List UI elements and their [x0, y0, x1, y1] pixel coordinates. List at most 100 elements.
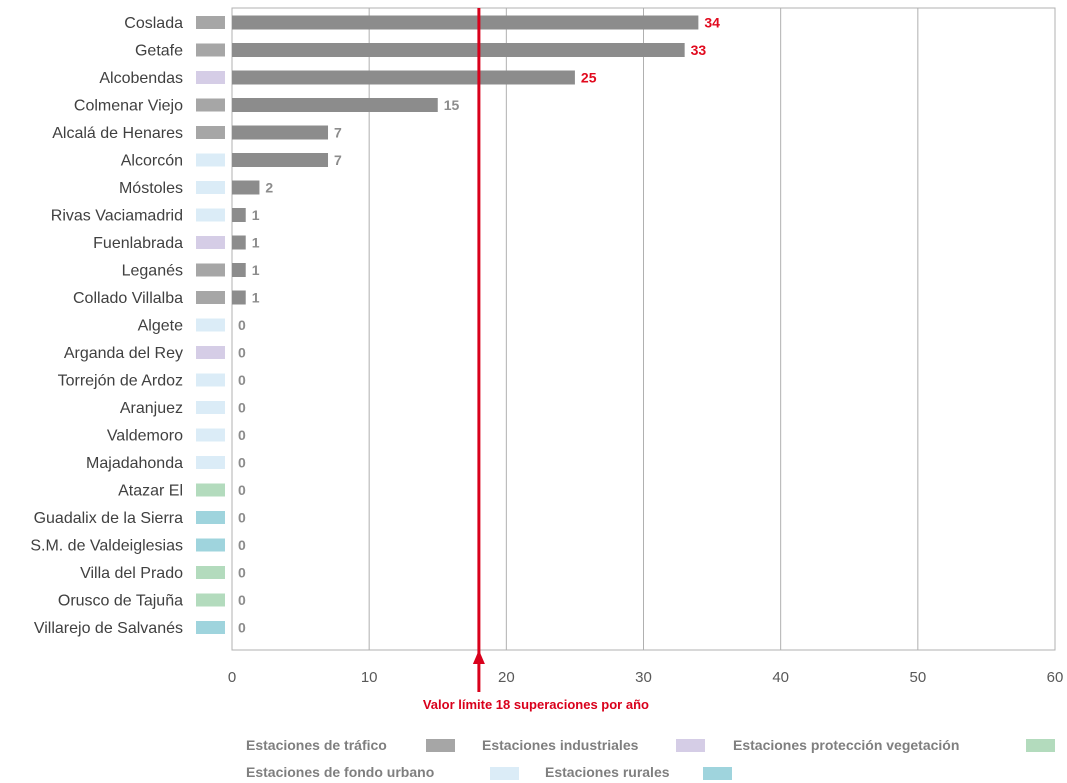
category-label: Móstoles	[119, 180, 183, 197]
legend: Estaciones de tráfico Estaciones industri…	[246, 737, 1055, 780]
station-type-marker	[196, 593, 225, 607]
category-labels: Coslada Getafe Alcobendas Colmenar Viejo Alc…	[30, 15, 183, 637]
x-tick-label: 60	[1047, 669, 1064, 686]
legend-swatch	[676, 739, 705, 752]
station-type-marker	[196, 483, 225, 497]
limit-arrowhead	[472, 650, 485, 664]
data-label: 34	[704, 15, 720, 31]
data-label: 0	[238, 372, 246, 388]
limit-line-group: Valor límite 18 superaciones por año	[423, 8, 649, 712]
category-label: Orusco de Tajuña	[58, 593, 183, 610]
data-label: 0	[238, 400, 246, 416]
data-label: 1	[252, 235, 260, 251]
legend-swatch	[490, 767, 519, 780]
category-label: Coslada	[124, 15, 183, 32]
station-type-marker	[196, 263, 225, 277]
bars	[232, 15, 699, 305]
data-label: 0	[238, 345, 246, 361]
category-label: Rivas Vaciamadrid	[51, 208, 183, 225]
category-label: Leganés	[122, 263, 183, 280]
data-label: 0	[238, 317, 246, 333]
x-tick-label: 0	[228, 669, 236, 686]
bar	[232, 153, 329, 167]
category-label: Valdemoro	[107, 428, 183, 445]
category-label: Villarejo de Salvanés	[34, 620, 183, 637]
data-label: 0	[238, 482, 246, 498]
x-tick-label: 40	[772, 669, 789, 686]
data-label: 25	[581, 70, 597, 86]
category-label: Alcalá de Henares	[52, 125, 183, 142]
data-label: 33	[691, 42, 707, 58]
legend-swatch	[426, 739, 455, 752]
data-label: 1	[252, 262, 260, 278]
station-type-marker	[196, 208, 225, 222]
category-label: Majadahonda	[86, 455, 183, 472]
station-type-marker	[196, 428, 225, 442]
station-type-marker	[196, 43, 225, 57]
limit-label: Valor límite 18 superaciones por año	[423, 697, 649, 712]
category-label: Torrejón de Ardoz	[58, 373, 183, 390]
data-label: 2	[265, 180, 273, 196]
data-label: 0	[238, 592, 246, 608]
bar	[232, 208, 246, 222]
category-label: Aranjuez	[120, 400, 183, 417]
category-label: Fuenlabrada	[93, 235, 183, 252]
station-type-marker	[196, 71, 225, 84]
station-type-markers	[196, 16, 225, 634]
station-type-marker	[196, 511, 225, 524]
data-label: 0	[238, 427, 246, 443]
station-type-marker	[196, 318, 225, 332]
station-type-marker	[196, 621, 225, 634]
legend-swatch	[703, 767, 732, 780]
data-label: 1	[252, 290, 260, 306]
category-label: Getafe	[135, 43, 183, 60]
bar	[232, 43, 685, 57]
legend-label: Estaciones rurales	[545, 764, 670, 780]
category-label: Alcobendas	[99, 70, 183, 87]
legend-label: Estaciones protección vegetación	[733, 737, 959, 753]
station-type-marker	[196, 181, 225, 194]
legend-label: Estaciones de tráfico	[246, 737, 387, 753]
bar	[232, 15, 699, 30]
category-label: Collado Villalba	[73, 290, 183, 307]
station-type-marker	[196, 346, 225, 359]
x-tick-label: 10	[361, 669, 378, 686]
category-label: Atazar El	[118, 483, 183, 500]
data-label: 0	[238, 620, 246, 636]
data-label: 7	[334, 152, 342, 168]
data-label: 1	[252, 207, 260, 223]
data-label: 0	[238, 565, 246, 581]
bar	[232, 290, 246, 305]
category-label: Colmenar Viejo	[74, 98, 183, 115]
category-label: Guadalix de la Sierra	[34, 510, 184, 527]
x-tick-label: 30	[635, 669, 652, 686]
plot-frame	[231, 7, 1056, 651]
category-label: Algete	[138, 318, 183, 335]
station-type-marker	[196, 373, 225, 387]
bar	[232, 235, 246, 250]
category-label: Alcorcón	[121, 153, 183, 170]
bar	[232, 125, 329, 140]
station-type-marker	[196, 98, 225, 112]
data-label: 0	[238, 537, 246, 553]
data-label: 0	[238, 455, 246, 471]
category-label: S.M. de Valdeiglesias	[30, 538, 183, 555]
station-type-marker	[196, 126, 225, 139]
station-type-marker	[196, 566, 225, 579]
station-type-marker	[196, 538, 225, 552]
station-type-marker	[196, 153, 225, 167]
legend-label: Estaciones de fondo urbano	[246, 764, 434, 780]
x-tick-label: 50	[909, 669, 926, 686]
legend-swatch	[1026, 739, 1055, 752]
category-label: Arganda del Rey	[64, 345, 183, 362]
grid-lines	[231, 7, 1056, 651]
x-axis-ticks: 0 10 20 30 40 50 60	[228, 669, 1064, 686]
station-type-marker	[196, 456, 225, 469]
bar	[232, 180, 260, 195]
data-label: 7	[334, 125, 342, 141]
bar	[232, 263, 246, 277]
bar	[232, 70, 575, 85]
station-type-marker	[196, 236, 225, 249]
